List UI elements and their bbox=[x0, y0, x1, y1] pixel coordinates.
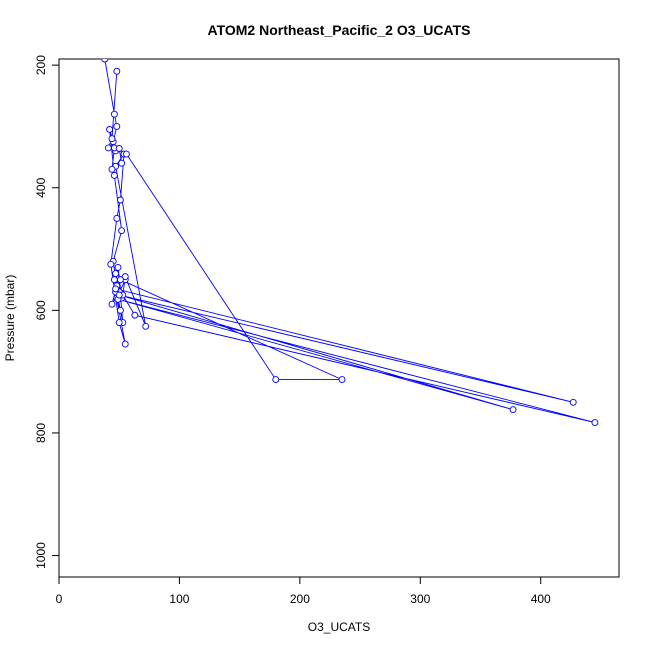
x-axis-label: O3_UCATS bbox=[308, 620, 370, 634]
y-tick-label: 1000 bbox=[34, 542, 48, 569]
data-point bbox=[115, 145, 123, 152]
series-line bbox=[104, 59, 596, 423]
y-tick-label: 600 bbox=[34, 300, 48, 320]
chart-title: ATOM2 Northeast_Pacific_2 O3_UCATS bbox=[208, 22, 471, 38]
y-axis-label: Pressure (mbar) bbox=[3, 275, 17, 362]
y-tick-label: 200 bbox=[34, 55, 48, 75]
data-point bbox=[108, 165, 116, 173]
x-tick-label: 400 bbox=[531, 592, 551, 606]
data-point bbox=[121, 273, 129, 281]
data-point bbox=[142, 322, 150, 330]
data-point bbox=[122, 150, 130, 158]
data-point bbox=[116, 306, 124, 314]
data-point bbox=[112, 285, 120, 293]
data-point bbox=[113, 214, 121, 222]
x-tick-label: 200 bbox=[290, 592, 310, 606]
data-point bbox=[272, 376, 280, 384]
data-point bbox=[112, 270, 120, 278]
data-point bbox=[110, 172, 118, 179]
data-point bbox=[338, 376, 346, 384]
data-point bbox=[118, 227, 126, 235]
data-point bbox=[115, 319, 123, 327]
data-point bbox=[110, 276, 118, 284]
data-point bbox=[106, 126, 114, 133]
data-point bbox=[121, 340, 129, 348]
data-point bbox=[114, 263, 122, 271]
data-point bbox=[108, 135, 116, 143]
x-axis: 0 100 200 300 400 bbox=[56, 576, 551, 606]
data-point bbox=[107, 260, 115, 268]
data-point bbox=[116, 196, 124, 204]
data-point bbox=[101, 59, 109, 63]
data-point bbox=[104, 144, 112, 152]
data-point bbox=[116, 276, 124, 284]
data-point bbox=[509, 406, 517, 414]
data-point bbox=[591, 419, 599, 426]
data-point bbox=[118, 159, 126, 167]
plot-frame bbox=[58, 58, 620, 578]
data-point bbox=[113, 67, 121, 75]
y-axis: 200 400 600 800 1000 bbox=[34, 55, 60, 569]
data-point bbox=[110, 110, 118, 118]
y-tick-label: 800 bbox=[34, 423, 48, 443]
data-point bbox=[115, 291, 123, 299]
x-tick-label: 0 bbox=[56, 592, 63, 606]
x-tick-label: 300 bbox=[410, 592, 430, 606]
x-tick-label: 100 bbox=[169, 592, 189, 606]
series-group bbox=[101, 59, 599, 426]
data-point bbox=[108, 300, 116, 308]
y-tick-label: 400 bbox=[34, 177, 48, 197]
data-point bbox=[113, 122, 121, 130]
data-point bbox=[131, 311, 139, 319]
data-point bbox=[569, 398, 577, 406]
